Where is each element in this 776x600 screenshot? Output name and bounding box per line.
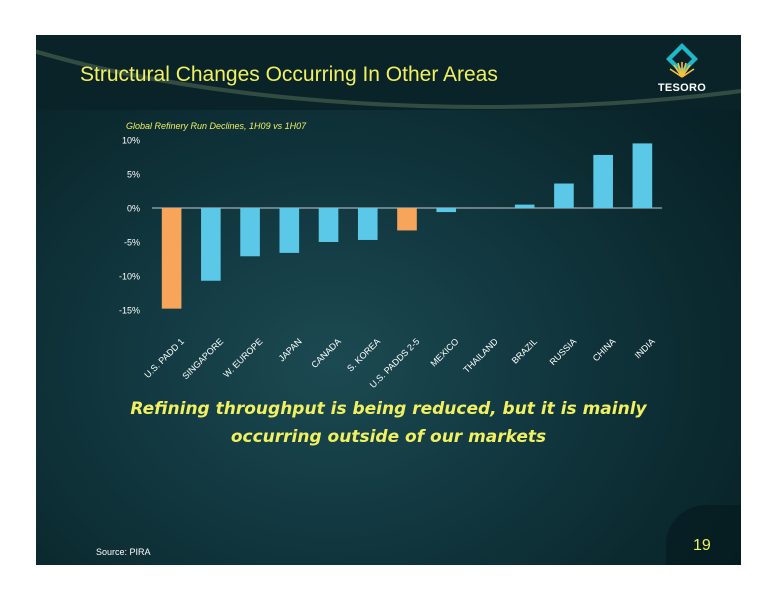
header-band bbox=[36, 35, 741, 110]
slide-title: Structural Changes Occurring In Other Ar… bbox=[80, 63, 498, 86]
tagline: Refining throughput is being reduced, bu… bbox=[96, 395, 681, 451]
corner-decoration bbox=[666, 505, 741, 565]
y-tick-label: -5% bbox=[124, 238, 140, 248]
tagline-line-2: occurring outside of our markets bbox=[230, 427, 547, 447]
x-tick-label: RUSSIA bbox=[548, 336, 579, 367]
x-tick-label: CHINA bbox=[591, 336, 618, 363]
bar-u-s-padd-1 bbox=[161, 208, 182, 309]
x-tick-label: CANADA bbox=[309, 336, 343, 370]
y-tick-label: 10% bbox=[122, 136, 140, 146]
x-tick-label: W. EUROPE bbox=[221, 336, 264, 379]
x-tick-label: JAPAN bbox=[277, 336, 304, 363]
bar-u-s-padds-2-5 bbox=[397, 208, 417, 231]
y-tick-label: -15% bbox=[119, 306, 140, 316]
x-tick-label: BRAZIL bbox=[510, 336, 539, 365]
page-number: 19 bbox=[693, 537, 711, 554]
bar-w-europe bbox=[240, 208, 260, 257]
y-tick-label: 5% bbox=[127, 170, 140, 180]
x-tick-label: INDIA bbox=[633, 336, 657, 360]
y-tick-label: 0% bbox=[127, 204, 140, 214]
tesoro-logo-icon bbox=[666, 43, 698, 78]
bar-russia bbox=[554, 183, 574, 208]
bar-mexico bbox=[436, 208, 457, 213]
bar-s-korea bbox=[357, 208, 378, 240]
x-tick-label: SINGAPORE bbox=[180, 336, 225, 381]
logo-text: TESORO bbox=[657, 82, 707, 94]
chart-title: Global Refinery Run Declines, 1H09 vs 1H… bbox=[126, 121, 307, 131]
x-tick-label: THAILAND bbox=[461, 336, 500, 375]
bar-brazil bbox=[514, 204, 535, 208]
bar-china bbox=[593, 154, 613, 208]
y-tick-label: -10% bbox=[119, 272, 140, 282]
x-tick-label: U.S. PADD 1 bbox=[142, 336, 186, 380]
bar-canada bbox=[318, 208, 339, 242]
bar-india bbox=[632, 143, 653, 208]
bar-japan bbox=[279, 208, 300, 253]
x-tick-label: MEXICO bbox=[428, 336, 460, 368]
bar-chart: Global Refinery Run Declines, 1H09 vs 1H… bbox=[119, 121, 662, 390]
source-note: Source: PIRA bbox=[96, 547, 151, 557]
bar-singapore bbox=[201, 208, 221, 281]
x-tick-label: S. KOREA bbox=[345, 336, 382, 373]
slide: Structural Changes Occurring In Other Ar… bbox=[36, 35, 741, 565]
tagline-line-1: Refining throughput is being reduced, bu… bbox=[130, 399, 647, 419]
